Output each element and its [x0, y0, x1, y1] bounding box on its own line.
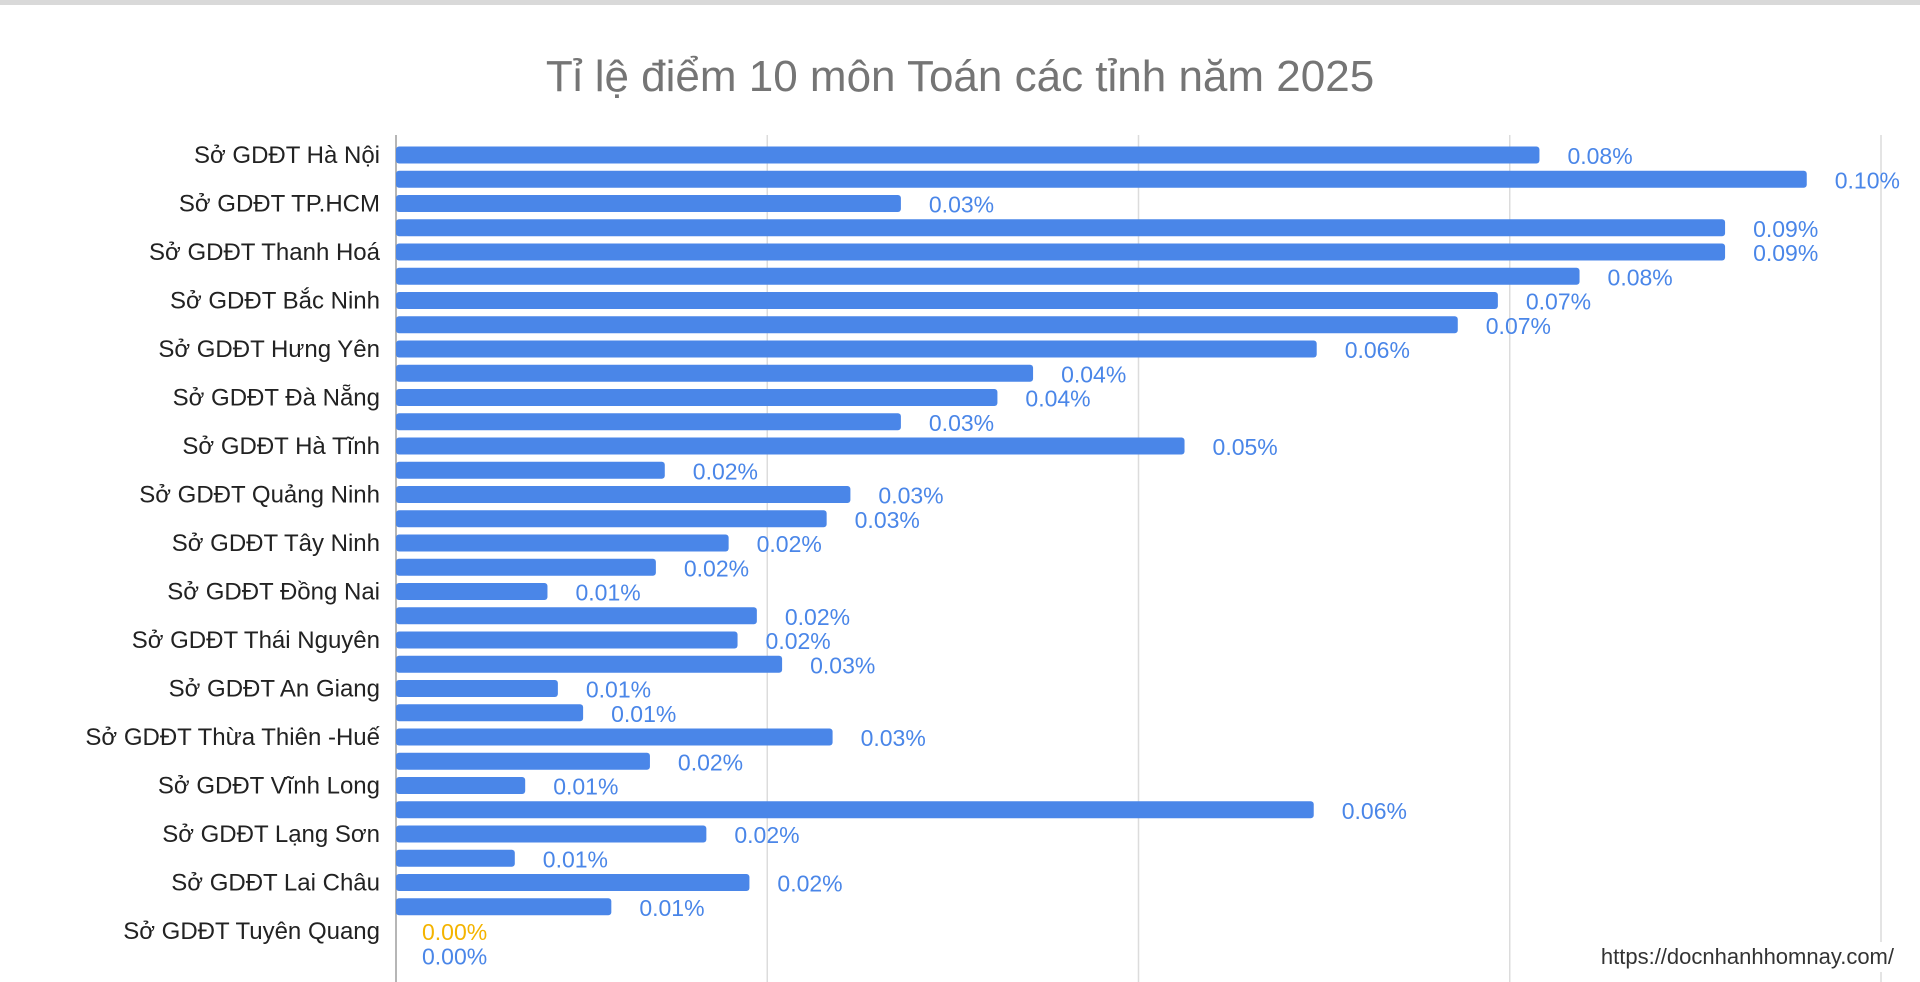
bar-value-label: 0.06% [1345, 337, 1410, 363]
watermark-url: https://docnhanhhomnay.com/ [1594, 942, 1900, 972]
bar [396, 243, 1726, 261]
bar [396, 267, 1580, 285]
category-label: Sở GDĐT Vĩnh Long [158, 773, 380, 800]
bar-value-label: 0.08% [1567, 143, 1632, 169]
category-label: Sở GDĐT Lai Châu [171, 870, 380, 897]
bar [396, 170, 1807, 188]
category-label: Sở GDĐT Hà Nội [194, 142, 380, 169]
category-label: Sở GDĐT Đồng Nai [167, 579, 380, 606]
bar [396, 680, 558, 697]
category-label: Sở GDĐT Bắc Ninh [170, 288, 380, 315]
bar [396, 777, 526, 794]
bar [396, 195, 901, 212]
bar-value-label: 0.07% [1526, 289, 1591, 315]
bar-value-label: 0.02% [678, 749, 743, 775]
bar [396, 898, 612, 916]
bar-value-label: 0.00% [422, 943, 487, 969]
top-border [0, 0, 1920, 5]
bar [396, 874, 750, 891]
bar-value-label: 0.01% [575, 580, 640, 606]
bar [396, 316, 1458, 334]
bar [396, 146, 1540, 164]
bar [396, 704, 584, 722]
category-label: Sở GDĐT Tây Ninh [172, 530, 380, 557]
bar-value-label: 0.02% [777, 871, 842, 897]
bar [396, 825, 707, 843]
bar-value-label: 0.03% [878, 483, 943, 509]
bar [396, 413, 901, 431]
bar [396, 728, 833, 746]
category-label: Sở GDĐT Tuyên Quang [123, 918, 380, 945]
bar-value-label: 0.05% [1213, 434, 1278, 460]
bar [396, 849, 515, 867]
bar-value-label: 0.01% [543, 846, 608, 872]
category-label: Sở GDĐT Hưng Yên [158, 336, 380, 363]
bar [396, 631, 738, 649]
bar [396, 486, 851, 503]
bar [396, 558, 656, 576]
bar [396, 389, 998, 406]
bar [396, 461, 665, 479]
bar-value-label: 0.09% [1753, 216, 1818, 242]
bar-value-label: 0.01% [639, 895, 704, 921]
bar-value-label: 0.02% [693, 458, 758, 484]
bar [396, 534, 729, 552]
bar-value-label: 0.09% [1753, 240, 1818, 266]
chart-title: Tỉ lệ điểm 10 môn Toán các tỉnh năm 2025 [545, 52, 1375, 101]
bar-value-label: 0.04% [1061, 361, 1126, 387]
bar-value-label: 0.03% [855, 507, 920, 533]
bar-value-label: 0.03% [810, 652, 875, 678]
bar-value-label: 0.04% [1025, 386, 1090, 412]
category-label: Sở GDĐT Đà Nẵng [173, 384, 380, 412]
bar-value-label: 0.06% [1342, 798, 1407, 824]
bar [396, 219, 1726, 237]
category-label: Sở GDĐT Thanh Hoá [149, 239, 381, 266]
bar-value-label: 0.02% [757, 531, 822, 557]
bar [396, 607, 757, 625]
bar-value-label: 0.07% [1486, 313, 1551, 339]
bar-value-label: 0.08% [1608, 264, 1673, 290]
bar-value-label: 0.00% [422, 919, 487, 945]
category-label: Sở GDĐT Thái Nguyên [132, 627, 380, 654]
category-label: Sở GDĐT An Giang [169, 676, 380, 703]
bar-value-label: 0.10% [1835, 167, 1900, 193]
bar-value-label: 0.03% [861, 725, 926, 751]
category-label: Sở GDĐT TP.HCM [179, 191, 380, 218]
bar [396, 510, 827, 528]
bar [396, 364, 1034, 382]
bar-value-label: 0.03% [929, 410, 994, 436]
category-label: Sở GDĐT Lạng Sơn [162, 821, 380, 848]
bar [396, 292, 1498, 309]
bar-value-label: 0.01% [586, 677, 651, 703]
bar [396, 655, 783, 673]
bar [396, 437, 1185, 455]
bar [396, 583, 548, 600]
bar [396, 340, 1317, 358]
bar [396, 801, 1314, 819]
category-label: Sở GDĐT Thừa Thiên -Huế [85, 724, 380, 751]
bar-value-label: 0.02% [766, 628, 831, 654]
category-label: Sở GDĐT Quảng Ninh [139, 482, 380, 509]
bar-value-label: 0.03% [929, 192, 994, 218]
bar-value-label: 0.01% [553, 774, 618, 800]
bar-value-label: 0.01% [611, 701, 676, 727]
bar-value-label: 0.02% [785, 604, 850, 630]
bar [396, 752, 650, 770]
bar-value-label: 0.02% [684, 555, 749, 581]
bar-value-label: 0.02% [734, 822, 799, 848]
category-label: Sở GDĐT Hà Tĩnh [182, 433, 380, 460]
